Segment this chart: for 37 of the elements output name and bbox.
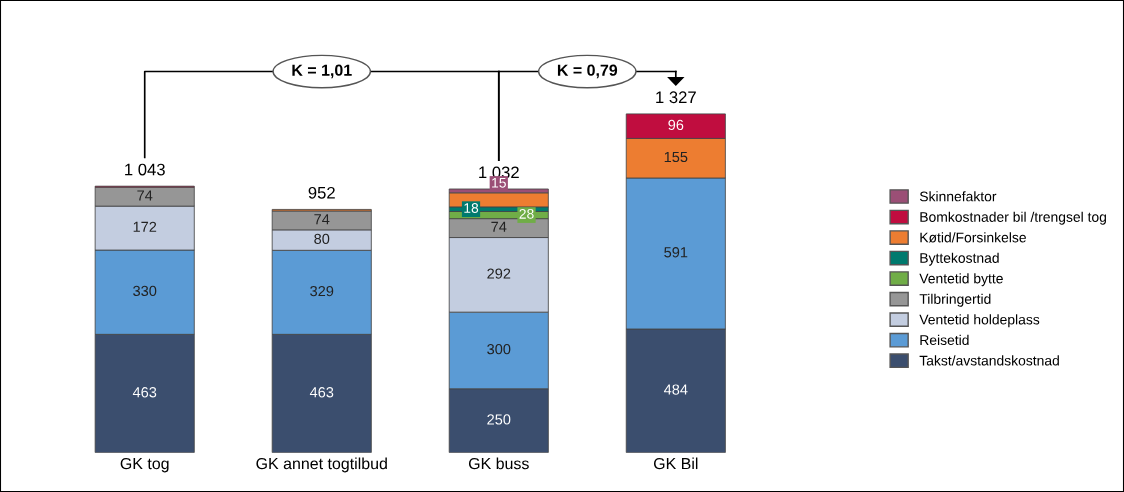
data-label: 74 [137,190,153,201]
legend-label: Byttekostnad [920,252,999,266]
data-label: 80 [314,233,330,244]
data-label: 330 [133,285,157,297]
data-label: 155 [664,151,688,163]
data-label: 250 [487,414,511,425]
legend-label: Skinnefaktor [919,191,997,202]
text: K = 1,01 [292,64,352,79]
total-label: 1 043 [125,163,165,176]
data-label: 292 [487,268,511,279]
legend-label: Bomkostnader bil /trengsel tog [920,211,1106,225]
data-label: 74 [491,221,507,232]
x-tick-label: GK Bil [653,457,698,470]
data-label: 28 [519,208,534,219]
data-label: 96 [668,119,684,131]
data-label: 74 [314,214,330,225]
data-label: 591 [664,247,688,258]
legend-label: Ventetid bytte [919,273,1003,287]
total-label: 1 327 [656,91,696,104]
x-tick-label: GK tog [120,457,169,473]
data-label: 484 [663,384,688,395]
legend-label: Ventetid holdeplass [919,314,1040,328]
data-label: 18 [464,203,479,213]
data-label: 463 [132,387,157,398]
data-label: 463 [309,387,334,398]
data-label: 329 [310,285,334,297]
legend-label: Takst/avstandskostnad [919,355,1059,366]
legend-label: Køtid/Forsinkelse [920,232,1026,243]
data-label: 15 [492,178,506,188]
total-label: 952 [308,186,335,199]
legend-label: Reisetid [920,334,969,346]
x-tick-label: GK annet togtilbud [256,457,387,473]
data-label: 172 [133,221,157,232]
legend-label: Tilbringertid [919,293,991,307]
data-label: 300 [487,344,511,355]
text: K = 0,79 [557,64,618,79]
x-tick-label: GK buss [468,457,529,470]
